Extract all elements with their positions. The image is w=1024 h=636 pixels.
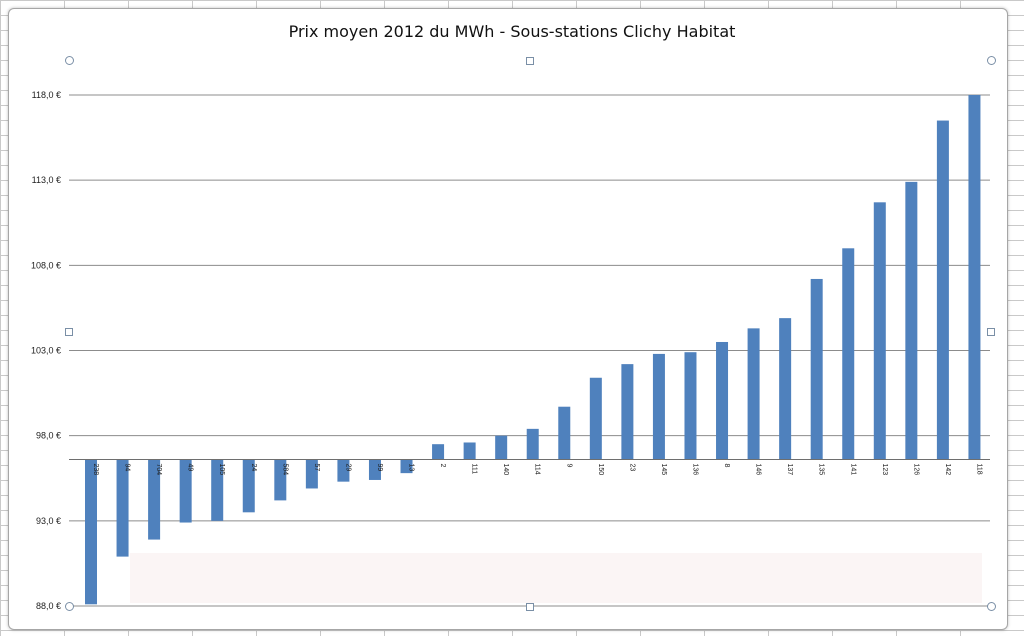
bar[interactable] [810, 278, 823, 460]
bar[interactable] [968, 95, 981, 460]
x-tick-label: 2 [439, 464, 446, 468]
resize-handle-left[interactable] [65, 328, 73, 336]
bar[interactable] [716, 341, 729, 460]
x-tick-label: 8 [723, 464, 730, 468]
bar[interactable] [558, 406, 571, 460]
resize-handle-top-left[interactable] [65, 56, 74, 65]
resize-handle-top-right[interactable] [987, 56, 996, 65]
x-tick-label: 114 [534, 464, 541, 475]
bar[interactable] [873, 202, 886, 460]
x-tick-label: 141 [849, 464, 856, 476]
x-tick-label: 13 [408, 464, 415, 472]
resize-handle-top[interactable] [526, 57, 534, 65]
x-tick-label: 94 [124, 464, 131, 472]
bar[interactable] [305, 459, 318, 489]
bar[interactable] [179, 459, 192, 523]
chart-title: Prix moyen 2012 du MWh - Sous-stations C… [288, 22, 736, 41]
bar[interactable] [368, 459, 381, 480]
x-tick-label: 118 [975, 464, 982, 475]
bar[interactable] [936, 120, 949, 460]
bar[interactable] [526, 428, 539, 460]
bar[interactable] [400, 459, 413, 474]
bar[interactable] [747, 328, 760, 460]
x-tick-label: 105 [218, 464, 225, 476]
x-tick-label: 704 [155, 464, 162, 476]
x-tick-label: 9 [565, 464, 572, 468]
x-tick-label: 137 [786, 464, 793, 476]
bar[interactable] [495, 435, 508, 460]
y-tick-label: 103,0 € [31, 346, 61, 356]
x-tick-label: 29 [344, 464, 351, 472]
x-tick-label: 23 [628, 464, 635, 472]
x-tick-label: 123 [881, 464, 888, 476]
bar[interactable] [684, 352, 697, 460]
bar[interactable] [779, 318, 792, 460]
x-tick-label: 145 [660, 464, 667, 476]
bar[interactable] [337, 459, 350, 482]
y-tick-label: 88,0 € [36, 601, 61, 611]
bar[interactable] [211, 459, 224, 521]
x-tick-label: 140 [502, 464, 509, 476]
x-tick-label: 135 [818, 464, 825, 476]
y-tick-label: 108,0 € [31, 260, 61, 270]
x-tick-label: 238 [92, 464, 99, 476]
y-tick-label: 98,0 € [36, 431, 61, 441]
bar[interactable] [589, 377, 602, 460]
resize-handle-bottom[interactable] [526, 603, 534, 611]
bar[interactable] [148, 459, 161, 540]
bar[interactable] [85, 459, 97, 605]
x-tick-label: 126 [912, 464, 919, 476]
y-tick-label: 113,0 € [32, 175, 61, 185]
bar[interactable] [463, 442, 476, 460]
bar[interactable] [652, 353, 665, 460]
x-tick-label: 99 [376, 464, 383, 472]
x-tick-label: 49 [187, 464, 194, 472]
resize-handle-right[interactable] [987, 328, 995, 336]
y-tick-label: 93,0 € [36, 516, 61, 526]
x-tick-label: 142 [944, 464, 951, 476]
resize-handle-bottom-right[interactable] [987, 602, 996, 611]
x-tick-label: 146 [755, 464, 762, 476]
bar[interactable] [274, 459, 287, 501]
bar[interactable] [621, 364, 634, 460]
bar[interactable] [116, 459, 129, 557]
y-tick-label: 118,0 € [32, 90, 61, 100]
plot-highlight-region [130, 553, 982, 603]
x-tick-label: 57 [313, 464, 320, 472]
x-tick-label: 24 [250, 464, 257, 472]
resize-handle-bottom-left[interactable] [65, 602, 74, 611]
x-tick-label: 136 [691, 464, 698, 476]
bar[interactable] [905, 181, 918, 460]
chart-area[interactable] [8, 8, 1008, 630]
x-tick-label: 584 [281, 464, 288, 476]
x-tick-label: 150 [597, 464, 604, 476]
bar[interactable] [842, 248, 855, 460]
bar[interactable] [242, 459, 255, 513]
x-tick-label: 111 [471, 464, 478, 475]
bar[interactable] [432, 444, 445, 460]
